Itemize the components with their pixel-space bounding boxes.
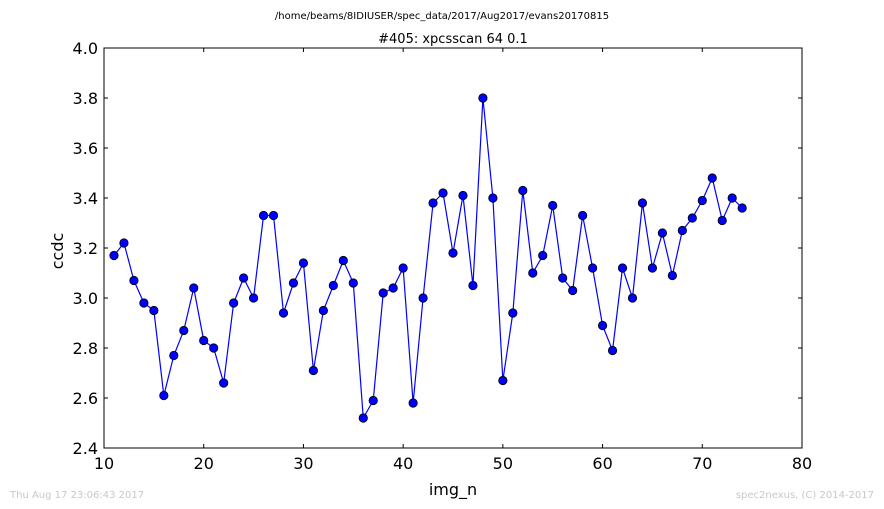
y-tick-label: 4.0 xyxy=(73,39,98,58)
data-point xyxy=(109,250,119,261)
y-tick-label: 3.2 xyxy=(73,239,98,258)
data-point xyxy=(548,200,558,211)
data-point xyxy=(538,250,548,261)
data-point xyxy=(288,278,299,288)
data-point xyxy=(727,193,737,203)
data-point xyxy=(298,258,309,268)
plot-frame xyxy=(103,47,803,449)
y-tick-label: 3.0 xyxy=(73,289,98,308)
data-point xyxy=(478,93,488,103)
data-point xyxy=(717,215,727,226)
data-point xyxy=(737,203,747,213)
data-point xyxy=(179,325,189,336)
x-tick-label: 40 xyxy=(393,454,413,473)
data-point xyxy=(568,285,578,296)
data-point xyxy=(637,198,648,208)
data-point xyxy=(129,275,139,286)
footer-credit: spec2nexus, (C) 2014-2017 xyxy=(736,490,874,501)
data-point xyxy=(418,293,428,303)
data-point xyxy=(328,280,338,291)
data-point xyxy=(378,288,388,298)
data-point xyxy=(468,280,478,291)
data-point xyxy=(508,308,518,318)
plot-area xyxy=(109,93,747,423)
x-tick-label: 60 xyxy=(592,454,612,473)
x-tick-label: 80 xyxy=(792,454,812,473)
data-point xyxy=(368,395,378,406)
chart-title: #405: xpcsscan 64 0.1 xyxy=(378,32,528,47)
x-axis-label: img_n xyxy=(429,480,477,500)
data-point xyxy=(488,193,498,203)
x-tick-label: 10 xyxy=(94,454,114,473)
data-point xyxy=(219,378,229,388)
data-point xyxy=(348,278,358,288)
data-point xyxy=(667,270,677,281)
data-point xyxy=(578,210,588,221)
data-point xyxy=(149,305,159,316)
data-point xyxy=(258,210,269,221)
data-point xyxy=(318,305,328,316)
data-point xyxy=(308,365,318,376)
data-point xyxy=(448,248,458,258)
data-point xyxy=(169,350,179,361)
data-point xyxy=(647,263,658,273)
data-point xyxy=(278,308,289,318)
x-tick-label: 50 xyxy=(493,454,513,473)
x-tick-label: 30 xyxy=(293,454,313,473)
data-point xyxy=(697,195,707,206)
y-tick-label: 3.6 xyxy=(73,139,98,158)
data-point xyxy=(657,228,668,238)
data-point xyxy=(458,190,468,201)
y-tick-label: 2.6 xyxy=(73,389,98,408)
data-point xyxy=(388,283,398,293)
data-point xyxy=(248,293,259,303)
data-point xyxy=(398,263,408,273)
axis-ticks: 10 20 30 40 50 60 70 80 2.4 2.6 2.8 3.0 3.2 3.4 3.6 3.8… xyxy=(73,39,813,473)
data-point xyxy=(687,213,697,223)
data-point xyxy=(199,335,209,346)
y-tick-label: 3.8 xyxy=(73,89,98,108)
data-point xyxy=(528,268,538,278)
y-tick-label: 2.4 xyxy=(73,439,98,458)
data-point xyxy=(558,273,568,283)
x-tick-label: 70 xyxy=(692,454,712,473)
series-line xyxy=(113,97,743,421)
data-point xyxy=(438,188,448,198)
chart-suptitle: /home/beams/8IDIUSER/spec_data/2017/Aug2… xyxy=(275,11,609,22)
data-point xyxy=(677,225,687,236)
footer-timestamp: Thu Aug 17 23:06:43 2017 xyxy=(9,490,144,501)
data-point xyxy=(498,375,508,386)
data-point xyxy=(139,298,149,308)
data-point xyxy=(627,293,638,303)
data-point xyxy=(408,398,418,408)
data-point xyxy=(607,345,618,356)
x-tick-label: 20 xyxy=(194,454,214,473)
data-point xyxy=(239,273,249,283)
y-tick-label: 3.4 xyxy=(73,189,98,208)
data-point xyxy=(617,263,628,273)
data-point xyxy=(189,283,199,293)
data-point xyxy=(209,343,219,353)
data-point xyxy=(229,298,239,308)
data-point xyxy=(707,173,717,183)
y-axis-label: ccdc xyxy=(48,233,67,270)
data-point xyxy=(587,263,598,273)
data-point xyxy=(518,185,528,196)
data-point xyxy=(428,198,438,208)
y-tick-label: 2.8 xyxy=(73,339,98,358)
data-point xyxy=(159,390,169,401)
data-point xyxy=(597,320,608,331)
data-point xyxy=(119,238,129,248)
data-point xyxy=(338,255,348,266)
data-point xyxy=(268,210,279,221)
data-point xyxy=(358,413,368,423)
